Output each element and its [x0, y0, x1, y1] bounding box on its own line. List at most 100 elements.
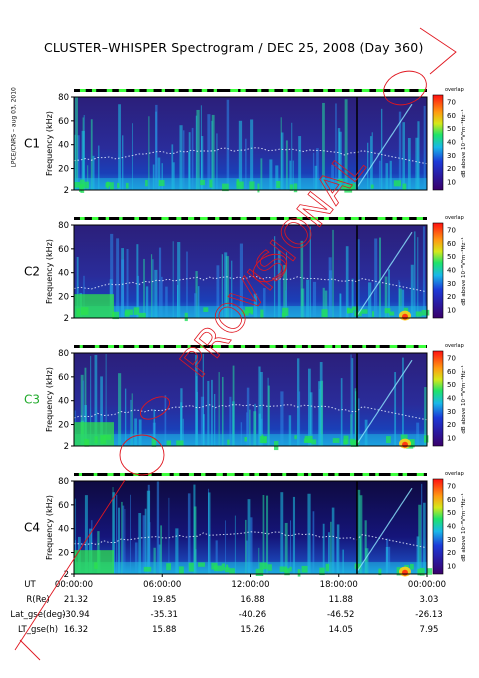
- streak: [195, 354, 198, 446]
- streak: [385, 546, 388, 574]
- streak: [221, 376, 224, 446]
- streak: [401, 289, 405, 318]
- emission-patch: [151, 438, 157, 447]
- streak: [283, 264, 287, 318]
- streak: [364, 520, 367, 574]
- emission-patch: [370, 184, 374, 189]
- emission-patch: [209, 179, 213, 188]
- colorbar-tick-label: 40: [447, 139, 456, 147]
- coverage-segment: [240, 217, 247, 220]
- ephemeris-value: 15.88: [152, 625, 176, 635]
- streak: [74, 498, 76, 574]
- streak: [245, 519, 247, 574]
- emission-patch: [84, 181, 89, 189]
- streak: [250, 119, 254, 190]
- emission-patch: [138, 312, 146, 318]
- streak: [297, 358, 300, 446]
- streak: [358, 398, 360, 446]
- coverage-segment: [390, 89, 395, 92]
- y-tick-label: 60: [58, 373, 69, 383]
- colorbar-tick-label: 60: [447, 368, 456, 376]
- emission-patch: [236, 181, 244, 189]
- stamp-stroke: [419, 27, 457, 75]
- coverage-bar: [74, 473, 427, 476]
- emission-patch: [158, 180, 165, 187]
- coverage-segment: [149, 345, 154, 348]
- ephemeris-value: -30.94: [62, 610, 89, 620]
- streak: [378, 160, 381, 190]
- streak: [221, 254, 223, 318]
- streak: [385, 163, 389, 190]
- streak: [216, 265, 220, 318]
- colorbar-tick-label: 70: [447, 483, 456, 491]
- streak: [92, 155, 95, 190]
- emission-patch: [279, 566, 288, 572]
- coverage-segment: [282, 473, 287, 476]
- streak: [188, 151, 190, 190]
- y-tick-label: 80: [58, 477, 69, 487]
- streak: [332, 229, 334, 318]
- streak: [298, 136, 302, 190]
- coverage-segment: [283, 89, 288, 92]
- coverage-segment: [216, 473, 223, 476]
- ephemeris-value: 16.32: [64, 625, 88, 635]
- rising-emission: [356, 359, 413, 444]
- streak: [194, 293, 197, 318]
- emission-patch: [260, 309, 264, 319]
- ephemeris-value: 16.88: [240, 595, 264, 605]
- colorbar-top-word: overlap: [445, 471, 464, 477]
- x-tick-label: 06:00:00: [143, 580, 181, 590]
- streak: [300, 240, 304, 318]
- emission-patch: [297, 569, 301, 577]
- emission-patch: [343, 439, 348, 445]
- emission-patch: [417, 568, 422, 576]
- emission-patch: [200, 179, 205, 186]
- streak: [165, 286, 168, 318]
- coverage-segment: [404, 89, 410, 92]
- streak: [122, 135, 124, 190]
- coverage-segment: [324, 345, 333, 348]
- colorbar-tick-label: 60: [447, 112, 456, 120]
- streak: [247, 499, 251, 574]
- y-tick-label: 80: [58, 93, 69, 103]
- emission-patch: [249, 181, 255, 191]
- streak: [306, 279, 310, 318]
- coverage-segment: [283, 345, 287, 348]
- streak: [316, 148, 319, 190]
- streak: [414, 231, 416, 318]
- coverage-segment: [228, 345, 234, 348]
- streak: [246, 412, 248, 446]
- ephemeris-value: 15.26: [240, 625, 264, 635]
- streak: [239, 243, 244, 318]
- coverage-segment: [295, 345, 302, 348]
- coverage-segment: [240, 345, 246, 348]
- coverage-segment: [118, 89, 127, 92]
- streak: [422, 226, 425, 318]
- streak: [145, 286, 149, 318]
- coverage-segment: [201, 89, 208, 92]
- colorbar-label: dB above 10⁻⁸V²m⁻²Hz⁻¹: [460, 237, 467, 305]
- coverage-segment: [418, 89, 425, 92]
- streak: [280, 391, 284, 446]
- coverage-segment: [188, 217, 195, 220]
- colorbar-top-word: overlap: [445, 343, 464, 349]
- emission-patch: [346, 307, 350, 314]
- colorbar-tick-label: 20: [447, 293, 456, 301]
- panel-frame: [73, 352, 428, 447]
- streak: [193, 506, 197, 574]
- ephemeris-value: -40.26: [239, 610, 266, 620]
- colorbar-tick-label: 10: [447, 306, 456, 314]
- streak: [424, 387, 428, 446]
- colorbar-tick-label: 20: [447, 165, 456, 173]
- y-axis-label: Frequency (kHz): [45, 495, 54, 560]
- coverage-segment: [146, 89, 154, 92]
- streak: [100, 376, 103, 446]
- coverage-segment: [94, 345, 100, 348]
- hot-spot-core: [402, 569, 408, 576]
- coverage-segment: [134, 89, 140, 92]
- streak: [357, 489, 361, 574]
- streak: [130, 494, 131, 574]
- emission-patch: [371, 311, 375, 317]
- streak: [285, 290, 287, 318]
- emission-patch: [166, 563, 172, 571]
